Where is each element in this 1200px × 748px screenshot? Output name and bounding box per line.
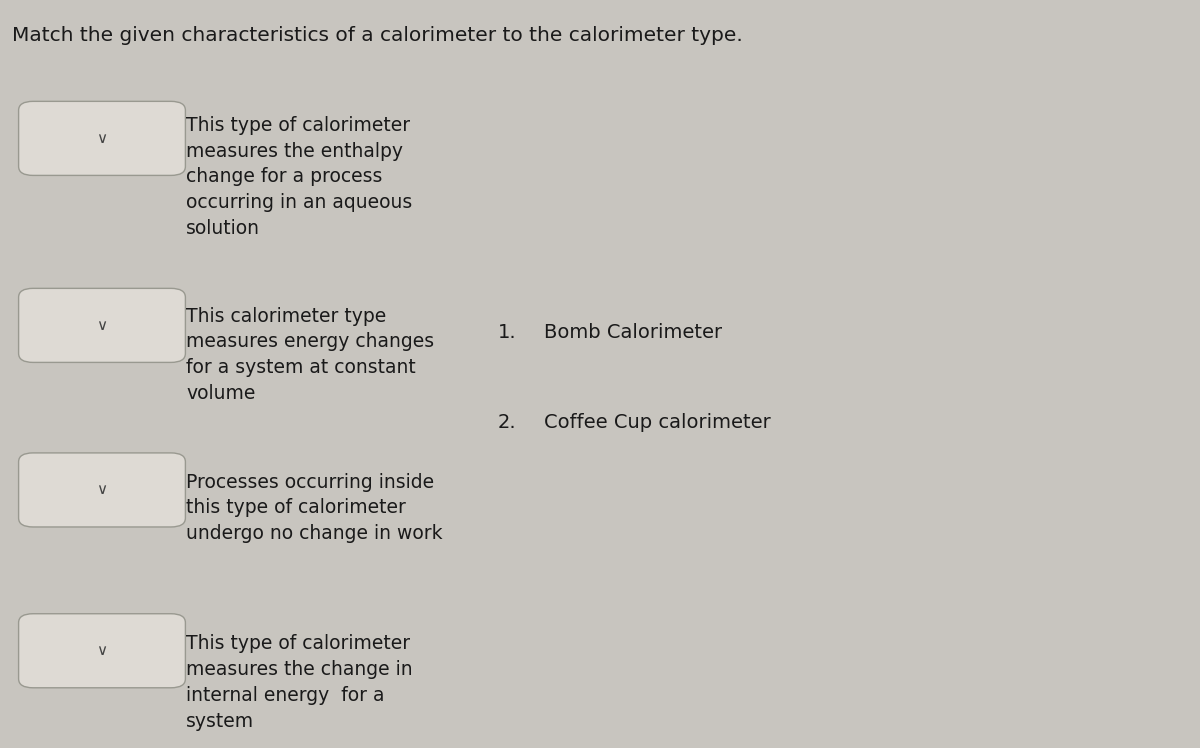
Text: This type of calorimeter
measures the change in
internal energy  for a
system: This type of calorimeter measures the ch… xyxy=(186,634,413,731)
Text: Bomb Calorimeter: Bomb Calorimeter xyxy=(544,323,721,343)
Text: ∨: ∨ xyxy=(96,318,108,333)
FancyBboxPatch shape xyxy=(19,289,186,363)
Text: ∨: ∨ xyxy=(96,131,108,146)
Text: Coffee Cup calorimeter: Coffee Cup calorimeter xyxy=(544,413,770,432)
FancyBboxPatch shape xyxy=(19,102,186,176)
Text: 1.: 1. xyxy=(498,323,517,343)
Text: Match the given characteristics of a calorimeter to the calorimeter type.: Match the given characteristics of a cal… xyxy=(12,26,743,45)
Text: 2.: 2. xyxy=(498,413,517,432)
Text: Processes occurring inside
this type of calorimeter
undergo no change in work: Processes occurring inside this type of … xyxy=(186,473,443,543)
FancyBboxPatch shape xyxy=(19,453,186,527)
Text: This calorimeter type
measures energy changes
for a system at constant
volume: This calorimeter type measures energy ch… xyxy=(186,307,434,403)
Text: ∨: ∨ xyxy=(96,643,108,658)
Text: ∨: ∨ xyxy=(96,482,108,497)
Text: This type of calorimeter
measures the enthalpy
change for a process
occurring in: This type of calorimeter measures the en… xyxy=(186,116,413,238)
FancyBboxPatch shape xyxy=(19,613,186,688)
